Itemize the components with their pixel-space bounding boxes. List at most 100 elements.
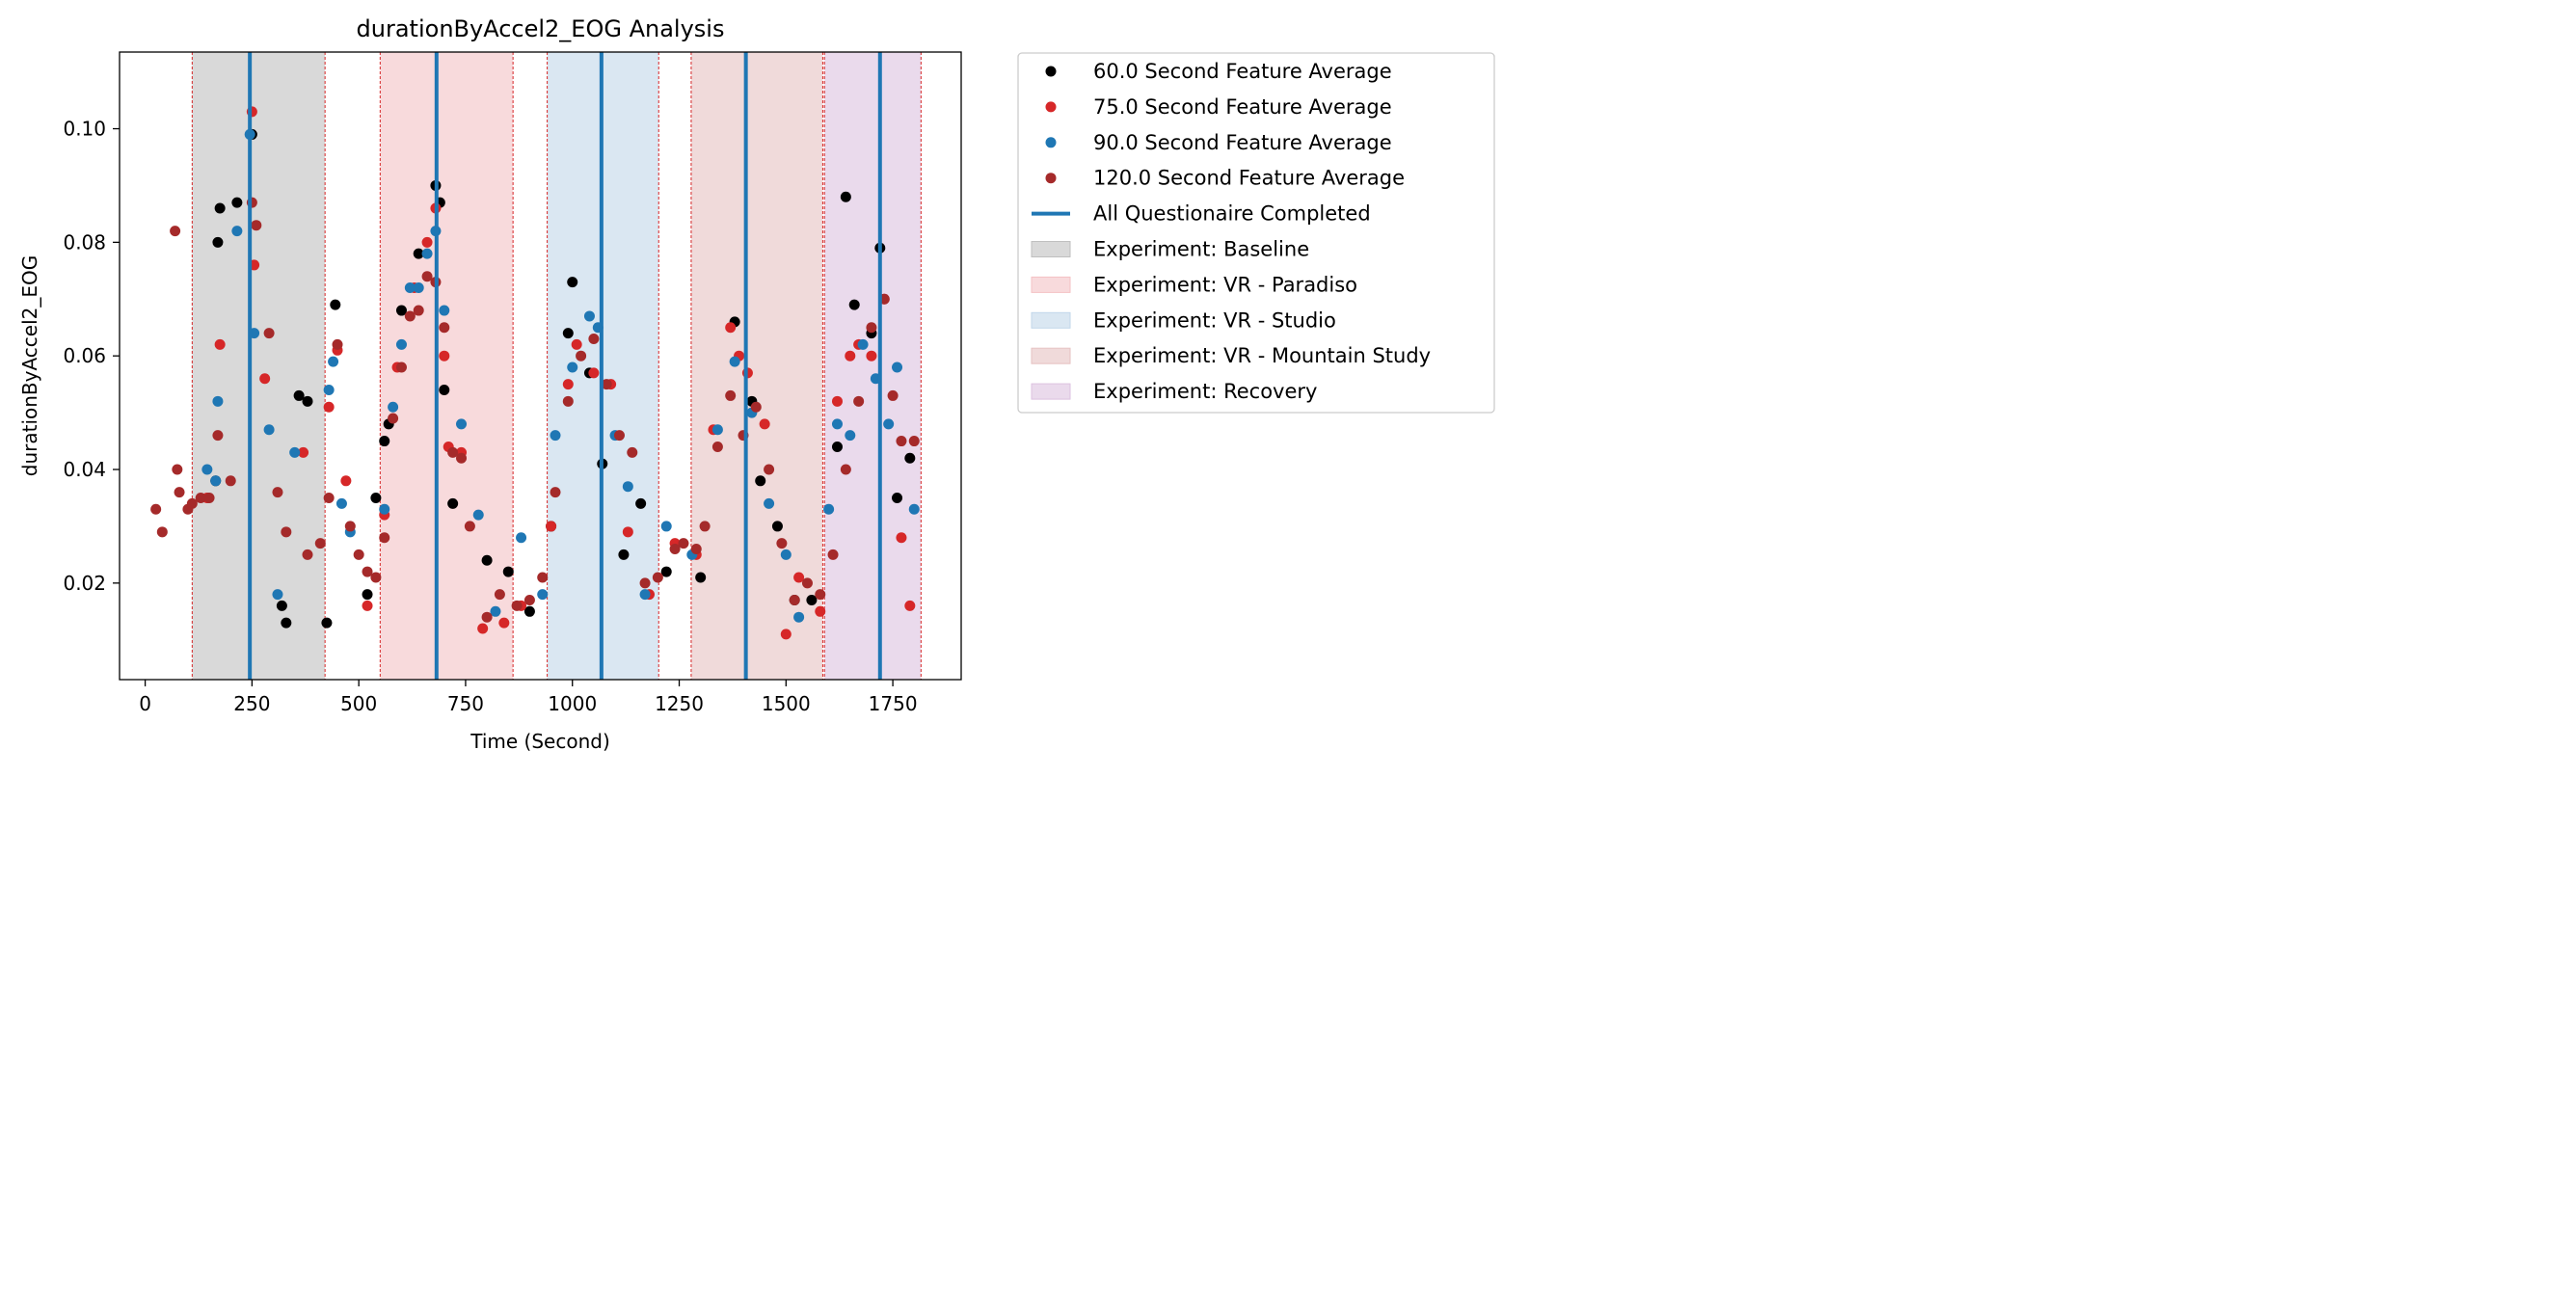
data-point-series-4 [523,595,535,606]
data-point-series-1 [281,617,292,629]
data-point-series-3 [212,395,224,407]
data-point-series-4 [750,401,762,413]
data-point-series-4 [456,452,468,464]
data-point-series-4 [323,492,335,503]
data-point-series-4 [170,226,181,237]
legend-marker-series-1 [1045,66,1057,77]
data-point-series-2 [340,475,352,487]
data-point-series-3 [472,509,484,521]
data-point-series-3 [379,503,390,515]
data-point-series-4 [225,475,236,487]
data-point-series-2 [214,338,226,350]
data-point-series-4 [537,572,549,583]
data-point-series-4 [827,549,839,560]
data-point-series-1 [370,492,382,503]
data-point-series-3 [289,446,301,458]
data-point-series-1 [212,236,224,248]
legend-label-region-5: Experiment: Recovery [1093,380,1317,403]
data-point-series-3 [439,305,450,316]
data-point-series-1 [806,595,818,606]
data-point-series-1 [214,202,226,214]
x-tick-label: 1750 [869,692,918,715]
legend-items: 60.0 Second Feature Average 75.0 Second F… [1031,60,1431,403]
data-point-series-2 [477,623,489,634]
data-point-series-1 [330,299,341,310]
data-point-series-4 [853,395,865,407]
y-tick-label: 0.06 [63,344,106,367]
data-point-series-1 [447,497,459,509]
data-point-series-2 [259,373,271,385]
data-point-series-2 [588,367,600,379]
data-point-series-3 [537,589,549,601]
x-tick-label: 500 [340,692,377,715]
y-axis-label: durationByAccel2_EOG [18,255,41,477]
data-point-series-4 [344,521,356,532]
legend-label-series-3: 90.0 Second Feature Average [1093,131,1392,154]
data-point-series-4 [511,600,523,611]
data-point-series-1 [379,436,390,447]
y-tick-label: 0.08 [63,230,106,254]
data-point-series-2 [323,401,335,413]
data-point-series-2 [421,236,433,248]
data-point-series-3 [335,497,347,509]
data-point-series-4 [908,436,920,447]
legend-label-region-1: Experiment: Baseline [1093,238,1309,261]
data-point-series-4 [302,549,313,560]
data-point-series-2 [793,572,805,583]
data-point-series-1 [502,566,514,577]
data-point-series-2 [362,600,373,611]
data-point-series-4 [156,526,168,538]
data-point-series-4 [263,328,275,339]
data-point-series-3 [272,589,283,601]
data-point-series-4 [550,487,561,498]
data-point-series-4 [481,611,493,623]
data-point-series-1 [321,617,333,629]
data-point-series-4 [172,464,183,475]
data-point-series-1 [831,441,843,452]
data-point-series-4 [186,497,198,509]
data-point-series-4 [690,543,702,554]
data-point-series-3 [328,356,339,367]
data-point-series-3 [780,549,792,560]
data-point-series-4 [562,395,574,407]
chart-title: durationByAccel2_EOG Analysis [357,15,725,42]
data-point-series-3 [857,338,869,350]
legend-label-region-3: Experiment: VR - Studio [1093,308,1336,332]
data-point-series-4 [413,305,424,316]
data-point-series-4 [725,389,737,401]
x-axis-label: Time (Second) [470,730,610,753]
data-point-series-1 [771,521,783,532]
data-point-series-1 [413,248,424,259]
data-point-series-4 [887,389,899,401]
data-point-series-3 [729,356,740,367]
data-point-series-3 [583,310,595,322]
data-point-series-2 [498,617,510,629]
axes-layer: 0 250 500 750 1000 1250 1500 1750 0.02 0.04 0.06 0.… [63,118,917,715]
data-point-series-1 [695,572,707,583]
data-point-series-4 [251,220,262,231]
legend-marker-region-4 [1031,347,1071,364]
data-point-series-1 [395,305,407,316]
data-point-series-4 [150,503,162,515]
data-point-series-3 [413,281,424,293]
legend-marker-series-2 [1045,101,1057,113]
data-point-series-4 [464,521,475,532]
data-point-series-2 [571,338,582,350]
legend: 60.0 Second Feature Average 75.0 Second F… [1017,52,1495,414]
data-point-series-4 [764,464,775,475]
data-point-series-4 [404,310,416,322]
x-tick-label: 250 [233,692,270,715]
data-point-series-4 [281,526,292,538]
data-point-series-3 [793,611,805,623]
data-point-series-3 [516,532,527,544]
data-point-series-1 [276,600,287,611]
data-point-series-2 [845,350,856,361]
data-point-series-3 [210,475,222,487]
chart-svg: 0 250 500 750 1000 1250 1500 1750 0.02 0.04 0.06 0.… [18,15,1495,753]
data-point-series-1 [302,395,313,407]
data-point-series-3 [823,503,835,515]
data-point-series-3 [490,605,501,617]
data-point-series-3 [263,424,275,436]
data-point-series-2 [546,521,557,532]
data-point-series-4 [439,322,450,334]
